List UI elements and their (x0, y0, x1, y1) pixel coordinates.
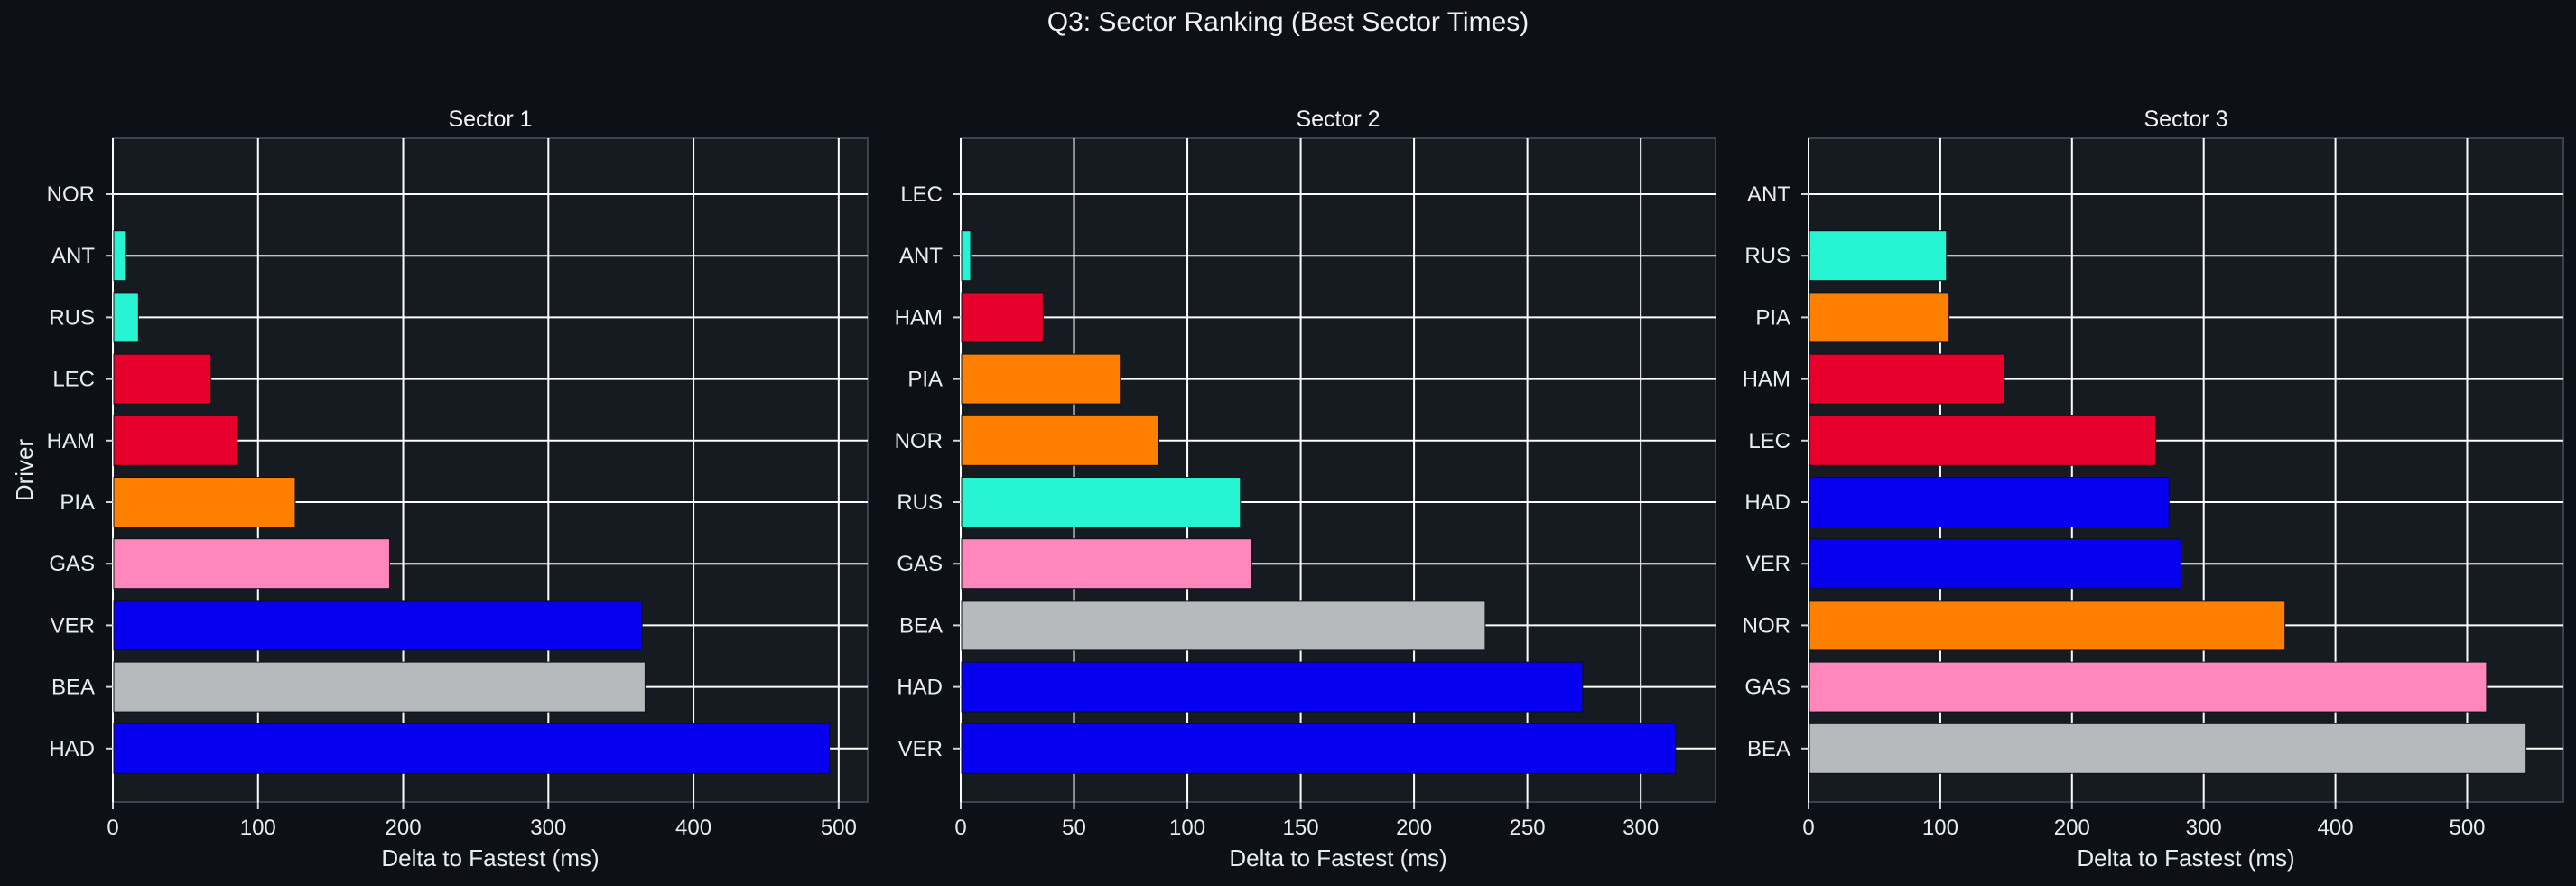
x-tick-label: 300 (2186, 816, 2222, 840)
y-tick-label: LEC (1748, 429, 1790, 453)
y-tick-label: HAD (897, 676, 943, 700)
x-tick-label: 0 (1802, 816, 1814, 840)
bar-ver (1809, 538, 2181, 590)
y-tick-label: GAS (897, 552, 943, 576)
bar-lec (113, 353, 212, 405)
y-axis-label: Driver (11, 439, 38, 502)
x-tick-label: 200 (2054, 816, 2090, 840)
bar-ham (961, 292, 1044, 343)
y-tick-label: HAM (47, 429, 95, 453)
y-tick-label: HAM (1743, 368, 1790, 392)
bar-bea (113, 661, 646, 713)
x-tick-label: 200 (386, 816, 422, 840)
y-tick-label: PIA (907, 368, 943, 392)
bar-pia (1809, 292, 1950, 343)
x-tick-label: 200 (1396, 816, 1432, 840)
x-tick-label: 400 (675, 816, 711, 840)
x-tick-label: 250 (1510, 816, 1546, 840)
panel-3: 0 100 200 300 400 500 ANT RUS PIA HAM LEC HAD VER NOR… (1743, 107, 2564, 872)
bar-ant (113, 230, 126, 282)
panel-title: Sector 3 (2144, 107, 2227, 132)
bar-nor (1809, 600, 2286, 651)
x-axis-label: Delta to Fastest (ms) (381, 844, 599, 872)
bar-bea (961, 600, 1486, 651)
y-tick-label: RUS (897, 490, 943, 515)
x-axis-label: Delta to Fastest (ms) (2077, 844, 2294, 872)
y-tick-label: ANT (1747, 182, 1790, 207)
bar-ver (961, 723, 1677, 774)
bar-bea (1809, 723, 2527, 774)
bar-pia (113, 477, 296, 527)
bar-rus (961, 477, 1242, 527)
y-tick-label: PIA (1755, 305, 1790, 330)
y-tick-label: ANT (899, 244, 943, 268)
bar-ham (1809, 353, 2005, 405)
x-tick-label: 500 (2449, 816, 2485, 840)
bar-rus (1809, 230, 1948, 282)
y-tick-label: GAS (1744, 676, 1790, 700)
y-tick-label: HAD (1744, 490, 1790, 515)
x-tick-label: 300 (1623, 816, 1659, 840)
bar-pia (961, 353, 1121, 405)
y-tick-label: RUS (1744, 244, 1790, 268)
bar-had (1809, 477, 2170, 527)
y-tick-label: LEC (900, 182, 943, 207)
bar-had (113, 723, 831, 774)
x-tick-label: 0 (107, 816, 118, 840)
bar-gas (1809, 661, 2488, 713)
bar-gas (113, 538, 390, 590)
y-tick-label: PIA (60, 490, 95, 515)
x-tick-label: 50 (1062, 816, 1086, 840)
panel-title: Sector 2 (1296, 107, 1380, 132)
x-tick-label: 150 (1283, 816, 1319, 840)
bar-ant (961, 230, 972, 282)
x-tick-label: 0 (954, 816, 966, 840)
x-tick-label: 300 (530, 816, 566, 840)
bar-ham (113, 415, 238, 466)
y-tick-label: HAM (895, 305, 943, 330)
bar-gas (961, 538, 1252, 590)
x-tick-label: 100 (240, 816, 276, 840)
y-tick-label: NOR (1743, 613, 1790, 638)
y-tick-label: BEA (1747, 737, 1790, 761)
figure-title: Q3: Sector Ranking (Best Sector Times) (1046, 7, 1530, 37)
x-tick-label: 100 (1922, 816, 1958, 840)
y-tick-label: RUS (49, 305, 95, 330)
bar-nor (961, 415, 1159, 466)
y-tick-label: HAD (49, 737, 95, 761)
y-tick-label: VER (51, 613, 95, 638)
y-tick-label: VER (1746, 552, 1790, 576)
bar-ver (113, 600, 643, 651)
x-tick-label: 400 (2318, 816, 2354, 840)
y-tick-label: VER (898, 737, 943, 761)
bar-lec (1809, 415, 2157, 466)
panel-2: 0 50 100 150 200 250 300 LEC ANT HAM PIA NOR RUS GAS B… (895, 107, 1716, 872)
y-tick-label: NOR (895, 429, 943, 453)
bar-rus (113, 292, 139, 343)
panel-title: Sector 1 (448, 107, 532, 132)
y-tick-label: BEA (51, 676, 95, 700)
bar-had (961, 661, 1584, 713)
x-tick-label: 500 (821, 816, 857, 840)
y-tick-label: NOR (47, 182, 95, 207)
y-tick-label: LEC (52, 368, 95, 392)
y-tick-label: ANT (51, 244, 95, 268)
x-axis-label: Delta to Fastest (ms) (1229, 844, 1446, 872)
y-tick-label: BEA (899, 613, 943, 638)
panel-1: 0 100 200 300 400 500 NOR ANT RUS LEC HAM PIA GAS VER… (11, 107, 869, 872)
y-tick-label: GAS (49, 552, 95, 576)
x-tick-label: 100 (1169, 816, 1205, 840)
